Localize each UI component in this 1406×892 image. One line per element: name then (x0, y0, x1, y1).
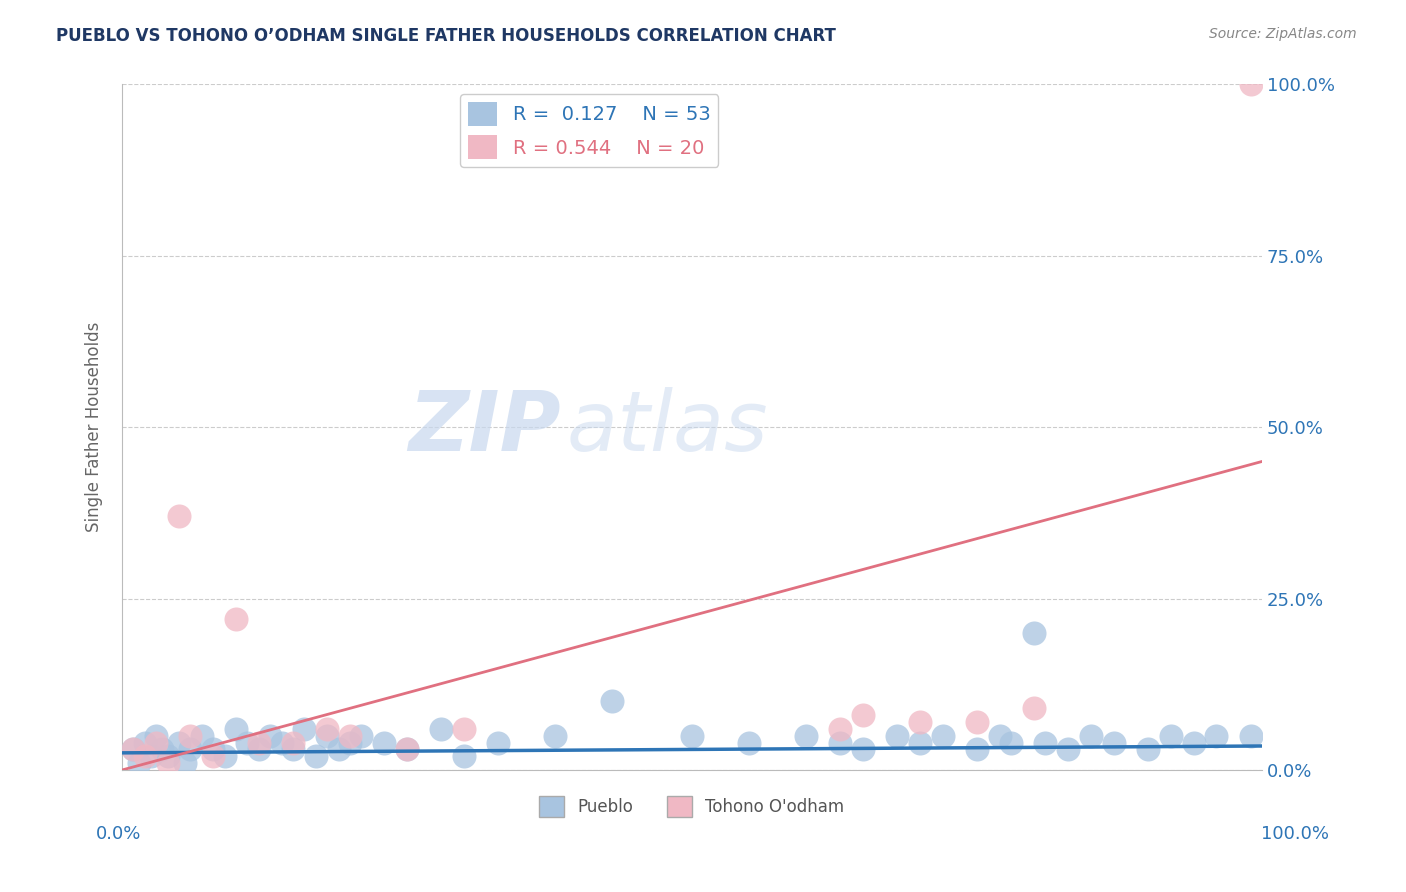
Point (316, 729, 339, 743)
Point (225, 722, 247, 736)
Point (453, 749, 475, 764)
Text: 0.0%: 0.0% (96, 825, 141, 843)
Point (150, 742, 173, 756)
Point (681, 729, 703, 743)
Point (1205, 729, 1227, 743)
Point (852, 742, 875, 756)
Point (430, 722, 453, 736)
Point (794, 729, 817, 743)
Point (179, 742, 201, 756)
Point (988, 729, 1011, 743)
Text: 100.0%: 100.0% (1261, 825, 1329, 843)
Point (1136, 742, 1159, 756)
Legend: Pueblo, Tohono O'odham: Pueblo, Tohono O'odham (533, 789, 851, 823)
Point (339, 735, 361, 749)
Point (395, 742, 418, 756)
Point (225, 612, 247, 626)
Point (395, 742, 418, 756)
Point (122, 742, 145, 756)
Point (202, 742, 225, 756)
Point (852, 708, 875, 723)
Point (134, 749, 156, 764)
Point (908, 735, 931, 749)
Point (316, 722, 339, 736)
Point (156, 756, 179, 771)
Text: ZIP: ZIP (408, 387, 561, 467)
Point (908, 714, 931, 729)
Point (236, 735, 259, 749)
Point (145, 729, 167, 743)
Point (966, 742, 988, 756)
Point (191, 729, 214, 743)
Point (1057, 742, 1080, 756)
Point (1022, 626, 1045, 640)
Point (373, 735, 395, 749)
Point (1239, 78, 1261, 92)
Point (1102, 735, 1125, 749)
Point (294, 722, 316, 736)
Point (932, 729, 955, 743)
Point (350, 729, 373, 743)
Point (339, 729, 361, 743)
Point (1022, 701, 1045, 715)
Point (122, 742, 145, 756)
Point (1239, 729, 1261, 743)
Point (1000, 735, 1022, 749)
Point (1080, 729, 1102, 743)
Point (128, 756, 150, 771)
Y-axis label: Single Father Households: Single Father Households (86, 322, 103, 533)
Point (214, 749, 236, 764)
Point (173, 756, 195, 771)
Point (202, 749, 225, 764)
Point (830, 735, 852, 749)
Point (139, 749, 162, 764)
Point (886, 729, 908, 743)
Point (1160, 729, 1182, 743)
Point (966, 714, 988, 729)
Point (270, 735, 292, 749)
Point (281, 735, 304, 749)
Point (247, 735, 270, 749)
Point (145, 735, 167, 749)
Point (453, 722, 475, 736)
Point (1182, 735, 1205, 749)
Point (600, 694, 623, 708)
Point (247, 742, 270, 756)
Text: atlas: atlas (567, 387, 768, 467)
Point (259, 729, 281, 743)
Point (738, 735, 761, 749)
Point (486, 735, 509, 749)
Text: PUEBLO VS TOHONO O’ODHAM SINGLE FATHER HOUSEHOLDS CORRELATION CHART: PUEBLO VS TOHONO O’ODHAM SINGLE FATHER H… (56, 27, 837, 45)
Text: Source: ZipAtlas.com: Source: ZipAtlas.com (1209, 27, 1357, 41)
Point (179, 729, 201, 743)
Point (305, 749, 328, 764)
Point (281, 742, 304, 756)
Point (156, 749, 179, 764)
Point (167, 735, 190, 749)
Point (1033, 735, 1056, 749)
Point (830, 722, 852, 736)
Point (134, 735, 156, 749)
Point (328, 742, 350, 756)
Point (544, 729, 567, 743)
Point (167, 509, 190, 524)
